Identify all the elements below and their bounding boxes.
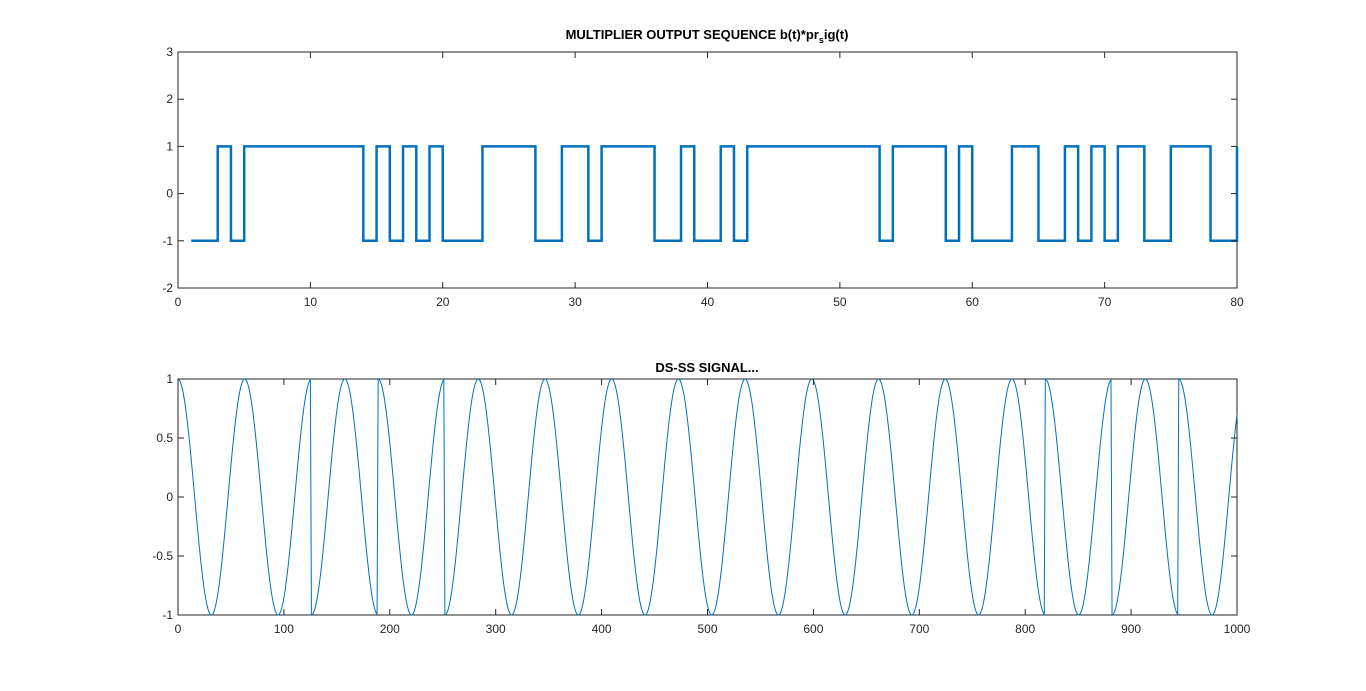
chart-title: MULTIPLIER OUTPUT SEQUENCE b(t)*prsig(t) [566, 27, 849, 45]
plot-area [177, 51, 1238, 289]
y-tick-label: 3 [166, 45, 173, 59]
x-tick-label: 100 [274, 622, 294, 636]
y-tick-label: 2 [166, 92, 173, 106]
title-subscript: s [819, 35, 824, 45]
title-main: MULTIPLIER OUTPUT SEQUENCE b(t)*pr [566, 27, 819, 42]
x-tick-label: 0 [175, 295, 182, 309]
x-tick-label: 10 [304, 295, 318, 309]
x-tick-label: 30 [568, 295, 582, 309]
x-tick-label: 70 [1098, 295, 1112, 309]
x-tick-label: 200 [380, 622, 400, 636]
signal-series [177, 377, 1238, 617]
x-tick-label: 20 [436, 295, 450, 309]
x-tick-label: 300 [486, 622, 506, 636]
y-tick-label: 0 [166, 490, 173, 504]
x-tick-label: 500 [697, 622, 717, 636]
series-line-0 [191, 145, 1239, 243]
series-line-0 [177, 377, 1238, 617]
y-tick-label: -1 [162, 608, 173, 622]
title-tail: ig(t) [824, 27, 849, 42]
x-tick-label: 60 [966, 295, 980, 309]
y-tick-label: -2 [162, 281, 173, 295]
y-tick-label: 1 [166, 139, 173, 153]
subplot-multiplier-output: 0 10 20 30 40 50 60 70 80 -2 -1 0 1 2 3 MULTIPLIER OUT… [162, 27, 1244, 309]
x-tick-label: 40 [701, 295, 715, 309]
y-tick-label: 0 [166, 187, 173, 201]
tick-marks: 0 10 20 30 40 50 60 70 80 -2 -1 0 1 2 3 [162, 45, 1244, 309]
subplot-dsss-signal: 0 100 200 300 400 500 600 700 800 900 1000 -1 -0.5 0 0… [152, 360, 1250, 636]
y-tick-label: -0.5 [152, 549, 173, 563]
y-tick-label: -1 [162, 234, 173, 248]
chart-title: DS-SS SIGNAL... [655, 360, 758, 375]
x-tick-label: 50 [833, 295, 847, 309]
x-tick-label: 0 [175, 622, 182, 636]
tick-marks: 0 100 200 300 400 500 600 700 800 900 1000 -1 -0.5 0 0… [152, 372, 1250, 636]
x-tick-label: 80 [1230, 295, 1244, 309]
x-tick-label: 400 [592, 622, 612, 636]
x-tick-label: 700 [909, 622, 929, 636]
plot-area [177, 378, 1238, 616]
x-tick-label: 1000 [1224, 622, 1251, 636]
x-tick-label: 800 [1015, 622, 1035, 636]
y-tick-label: 0.5 [156, 431, 173, 445]
step-series [191, 145, 1239, 243]
y-tick-label: 1 [166, 372, 173, 386]
x-tick-label: 600 [803, 622, 823, 636]
x-tick-label: 900 [1121, 622, 1141, 636]
